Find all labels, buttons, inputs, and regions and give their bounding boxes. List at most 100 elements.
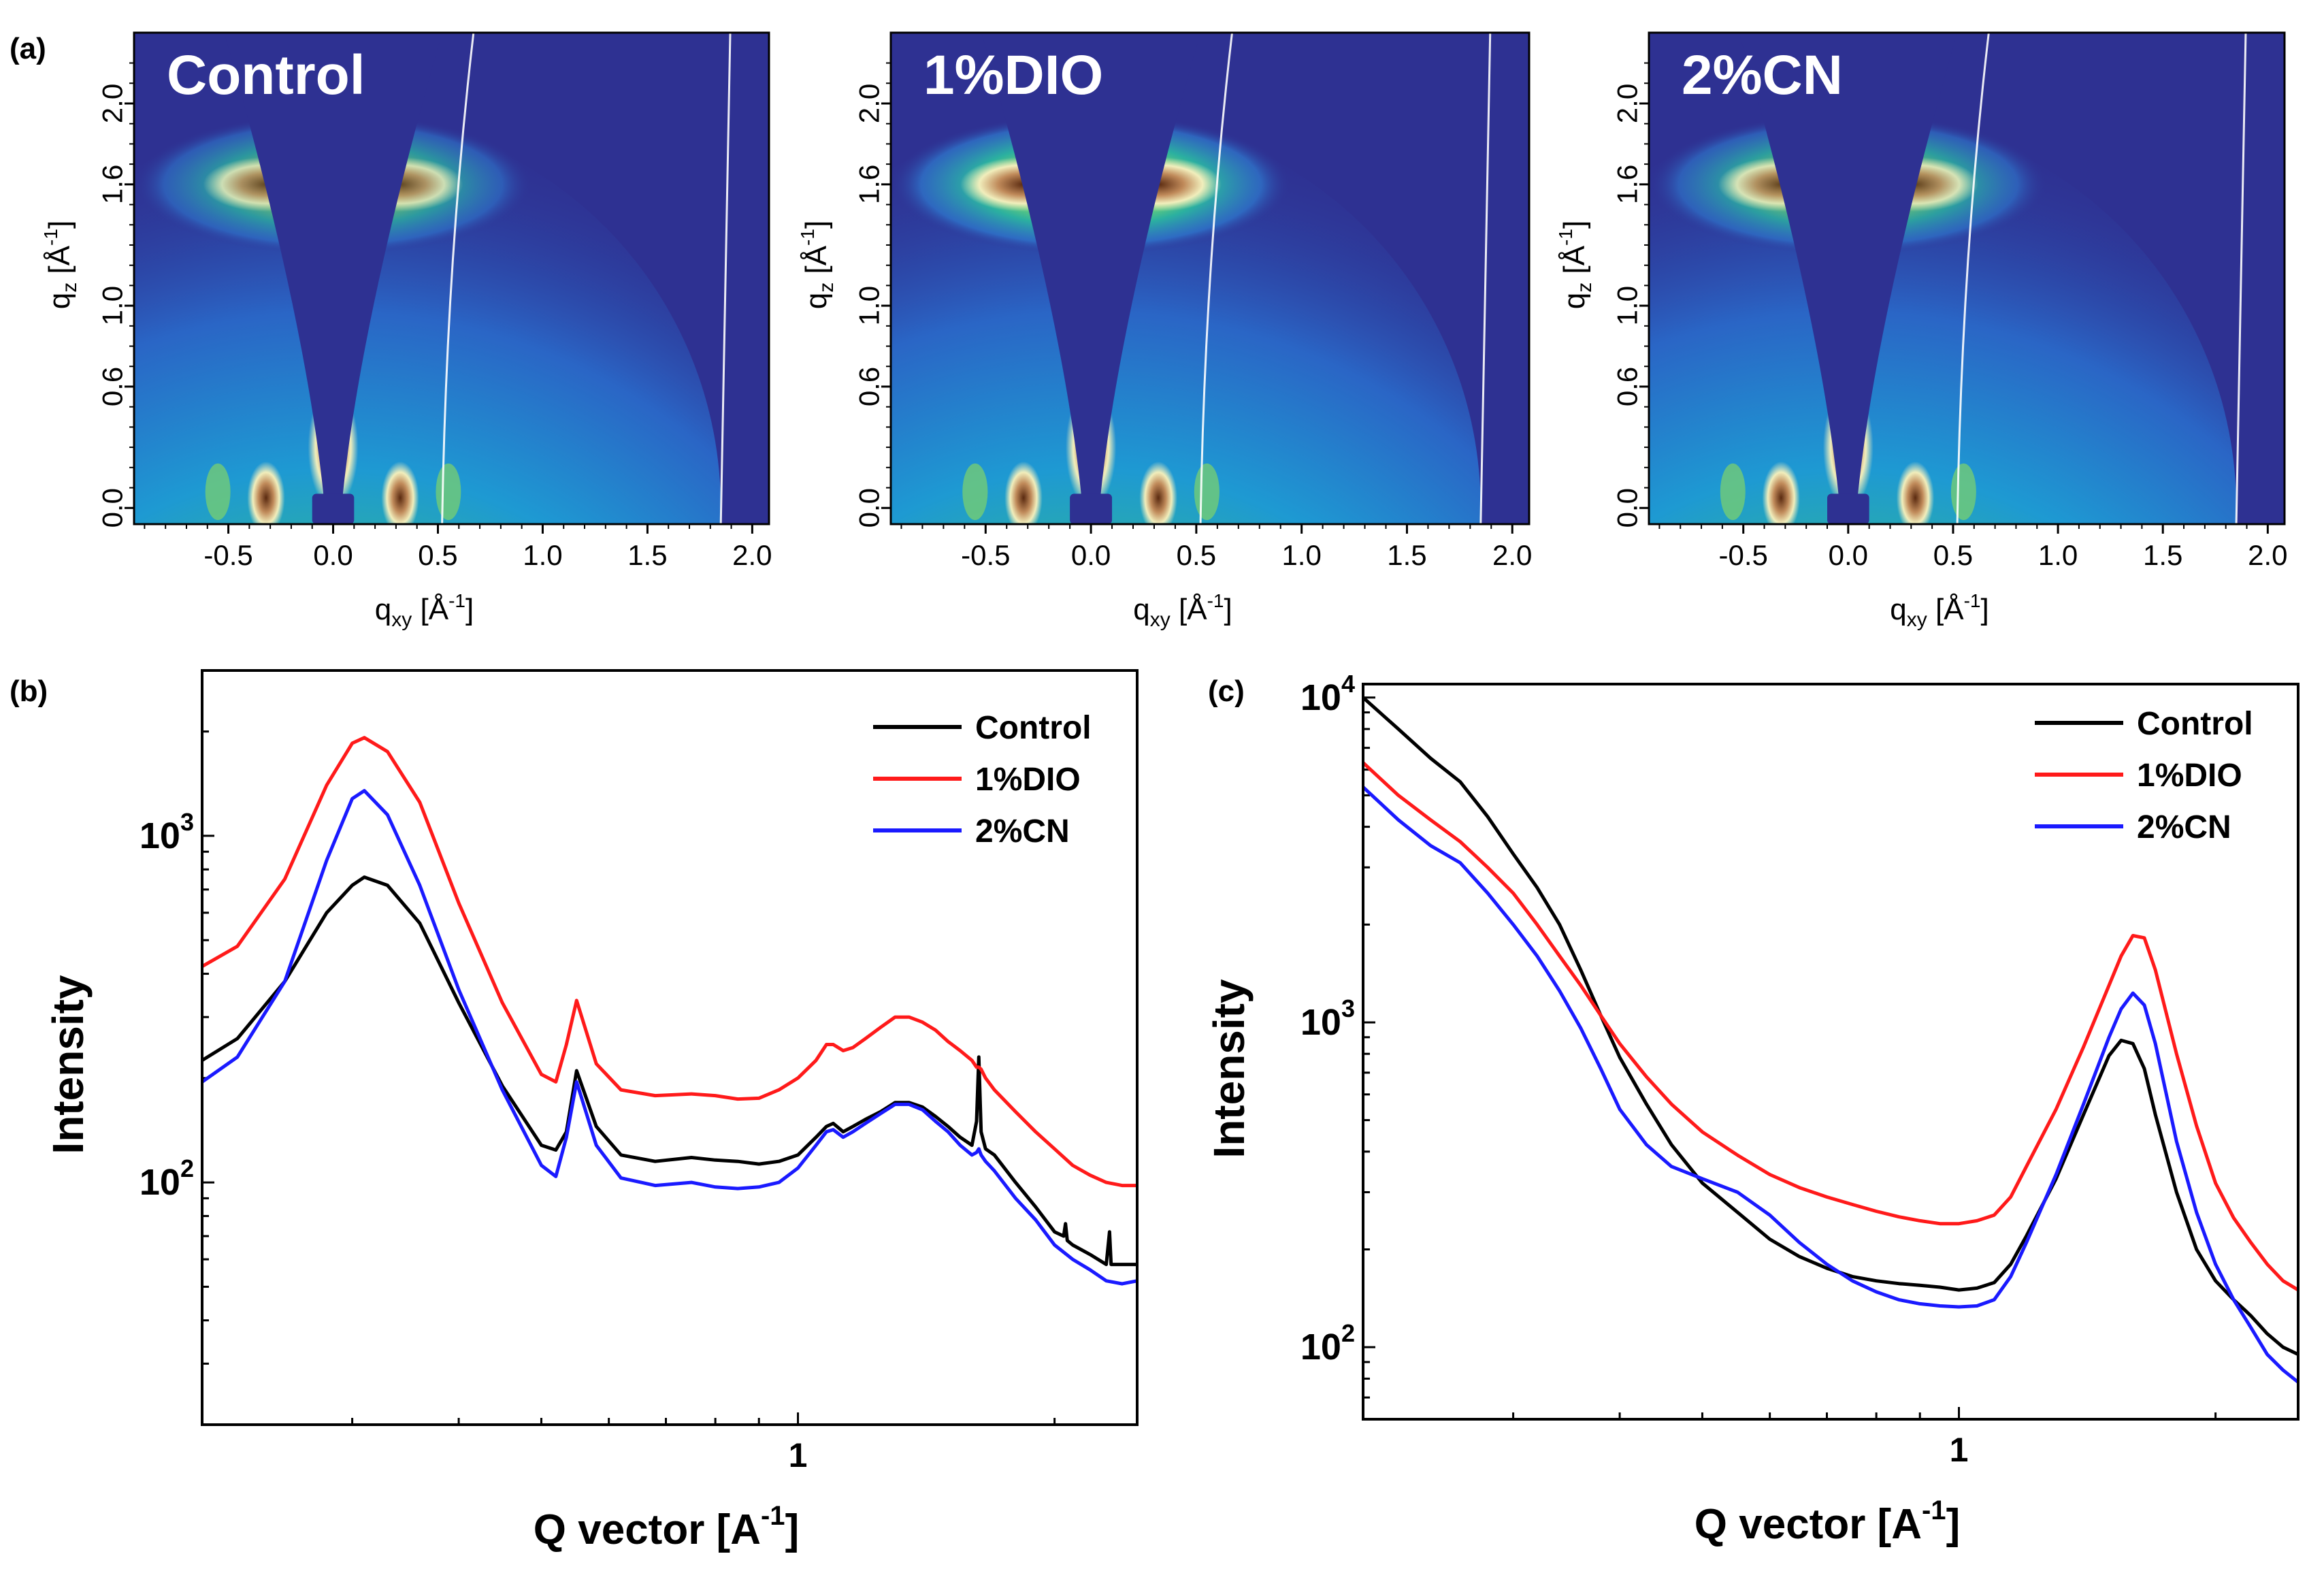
series-line-2%CN — [1363, 786, 2298, 1384]
horizon-spot-1 — [1139, 461, 1178, 524]
y-tick-label: 0.6 — [1611, 367, 1643, 406]
plot-area — [202, 736, 1137, 1286]
missing-wedge — [1739, 33, 1958, 508]
beamstop — [1827, 493, 1869, 524]
detector-gap-line-1 — [1479, 33, 1492, 524]
x-tick-label: 0.0 — [1071, 539, 1111, 571]
y-tick-label: 102 — [140, 1154, 194, 1203]
x-tick-label: -0.5 — [203, 539, 252, 571]
x-axis-label: qxy [Å-1] — [1890, 590, 1989, 631]
x-tick-label: 2.0 — [732, 539, 772, 571]
x-axis-label: qxy [Å-1] — [1133, 590, 1232, 631]
line-chart-c: 1 102 103 104 Control 1%DIO 2%CN Q vector [A-1]… — [1205, 670, 2300, 1548]
series-line-2%CN — [202, 789, 1137, 1286]
x-tick-label: 1.5 — [627, 539, 667, 571]
detector-gap-line-1 — [2235, 33, 2247, 524]
x-tick-label: 1.0 — [1281, 539, 1321, 571]
y-axis-label: qz [Å-1] — [1555, 221, 1596, 309]
series-line-Control — [202, 875, 1137, 1267]
y-tick-label: 104 — [1300, 670, 1355, 718]
detector-gap-line-0 — [441, 33, 475, 524]
plot-frame — [1362, 683, 2300, 1421]
heatmap-frame — [889, 31, 1531, 525]
x-axis-label: Q vector [A-1] — [1695, 1495, 1960, 1548]
y-tick-label: 2.0 — [97, 84, 129, 123]
horizon-weak-spot-0 — [1720, 463, 1746, 521]
y-tick-label: 102 — [1300, 1319, 1355, 1367]
detector-gap-line-0 — [1199, 33, 1233, 524]
x-tick-label: 1 — [789, 1436, 808, 1474]
detector-gap-line-1 — [719, 33, 732, 524]
heatmap-image — [134, 33, 769, 524]
x-tick-label: 0.5 — [418, 539, 457, 571]
x-tick-label: 1.5 — [1387, 539, 1426, 571]
horizon-spot-0 — [247, 461, 285, 524]
x-axis-label: Q vector [A-1] — [534, 1501, 799, 1553]
y-tick-label: 0.6 — [97, 367, 129, 406]
missing-wedge — [981, 33, 1201, 508]
x-tick-label: 0.5 — [1177, 539, 1216, 571]
y-axis-label: qz [Å-1] — [40, 221, 81, 309]
giwaxs-panel-dio: 1%DIO -0.5 0.0 0.5 1.0 1.5 2.0 0.0 0.6 1.0 1.6 2.0 q… — [797, 31, 1532, 631]
line-chart-b: 1 102 103 Control 1%DIO 2%CN Q vector [A-1] Int… — [44, 669, 1139, 1553]
series-line-1%DIO — [1363, 761, 2298, 1292]
plot-frame — [201, 669, 1139, 1426]
y-tick-label: 0.0 — [97, 488, 129, 528]
legend-entry: Control — [975, 710, 1092, 746]
horizon-weak-spot-1 — [436, 463, 461, 521]
panel-label-c: (c) — [1208, 675, 1245, 708]
missing-wedge — [224, 33, 442, 508]
legend-entry: 1%DIO — [975, 762, 1081, 798]
detector-gap-line-0 — [1956, 33, 1990, 524]
legend-entry: 1%DIO — [2137, 758, 2242, 794]
y-tick-label: 1.6 — [97, 165, 129, 204]
subpanel-title: Control — [167, 44, 365, 106]
y-tick-label: 1.0 — [1611, 286, 1643, 325]
y-tick-label: 0.0 — [1611, 488, 1643, 528]
horizon-spot-1 — [1896, 461, 1935, 524]
x-tick-label: -0.5 — [961, 539, 1010, 571]
x-tick-label: 1.5 — [2143, 539, 2182, 571]
x-tick-label: 0.0 — [1829, 539, 1868, 571]
legend-entry: 2%CN — [2137, 809, 2231, 845]
y-tick-label: 1.0 — [853, 286, 885, 325]
horizon-weak-spot-0 — [962, 463, 988, 521]
horizon-spot-0 — [1762, 461, 1800, 524]
heatmap-frame — [133, 31, 770, 525]
x-tick-label: 1.0 — [523, 539, 562, 571]
legend-entry: Control — [2137, 706, 2253, 742]
x-tick-label: 1.0 — [2038, 539, 2078, 571]
y-axis-label: Intensity — [44, 975, 93, 1154]
x-tick-label: 2.0 — [2248, 539, 2287, 571]
panel-label-b: (b) — [10, 675, 48, 708]
y-tick-label: 2.0 — [853, 84, 885, 123]
panel-label-a: (a) — [10, 32, 46, 65]
horizon-weak-spot-1 — [1194, 463, 1220, 521]
series-line-Control — [1363, 696, 2298, 1357]
x-tick-label: 1 — [1950, 1431, 1969, 1469]
subpanel-title: 2%CN — [1682, 44, 1843, 106]
giwaxs-panel-cn: 2%CN -0.5 0.0 0.5 1.0 1.5 2.0 0.0 0.6 1.0 1.6 2.0 qx… — [1555, 31, 2288, 631]
subpanel-title: 1%DIO — [923, 44, 1103, 106]
legend-entry: 2%CN — [975, 813, 1070, 849]
horizon-spot-0 — [1004, 461, 1043, 524]
y-tick-label: 0.0 — [853, 488, 885, 528]
y-axis-label: Intensity — [1205, 979, 1254, 1159]
heatmap-image — [891, 33, 1529, 524]
horizon-weak-spot-0 — [205, 463, 231, 521]
series-line-1%DIO — [202, 736, 1137, 1188]
beamstop — [1070, 493, 1113, 524]
horizon-spot-1 — [381, 461, 419, 524]
y-tick-label: 103 — [1300, 994, 1355, 1043]
horizon-weak-spot-1 — [1950, 463, 1976, 521]
y-tick-label: 2.0 — [1611, 84, 1643, 123]
giwaxs-panel-control: Control -0.5 0.0 0.5 1.0 1.5 2.0 0.0 0.6 1.0 1.6 2.… — [40, 31, 772, 631]
y-tick-label: 1.0 — [97, 286, 129, 325]
plot-area — [1363, 696, 2298, 1384]
x-tick-label: 2.0 — [1492, 539, 1532, 571]
y-tick-label: 1.6 — [1611, 165, 1643, 204]
y-tick-label: 103 — [140, 808, 194, 856]
heatmap-image — [1649, 33, 2285, 524]
x-axis-label: qxy [Å-1] — [375, 590, 474, 631]
